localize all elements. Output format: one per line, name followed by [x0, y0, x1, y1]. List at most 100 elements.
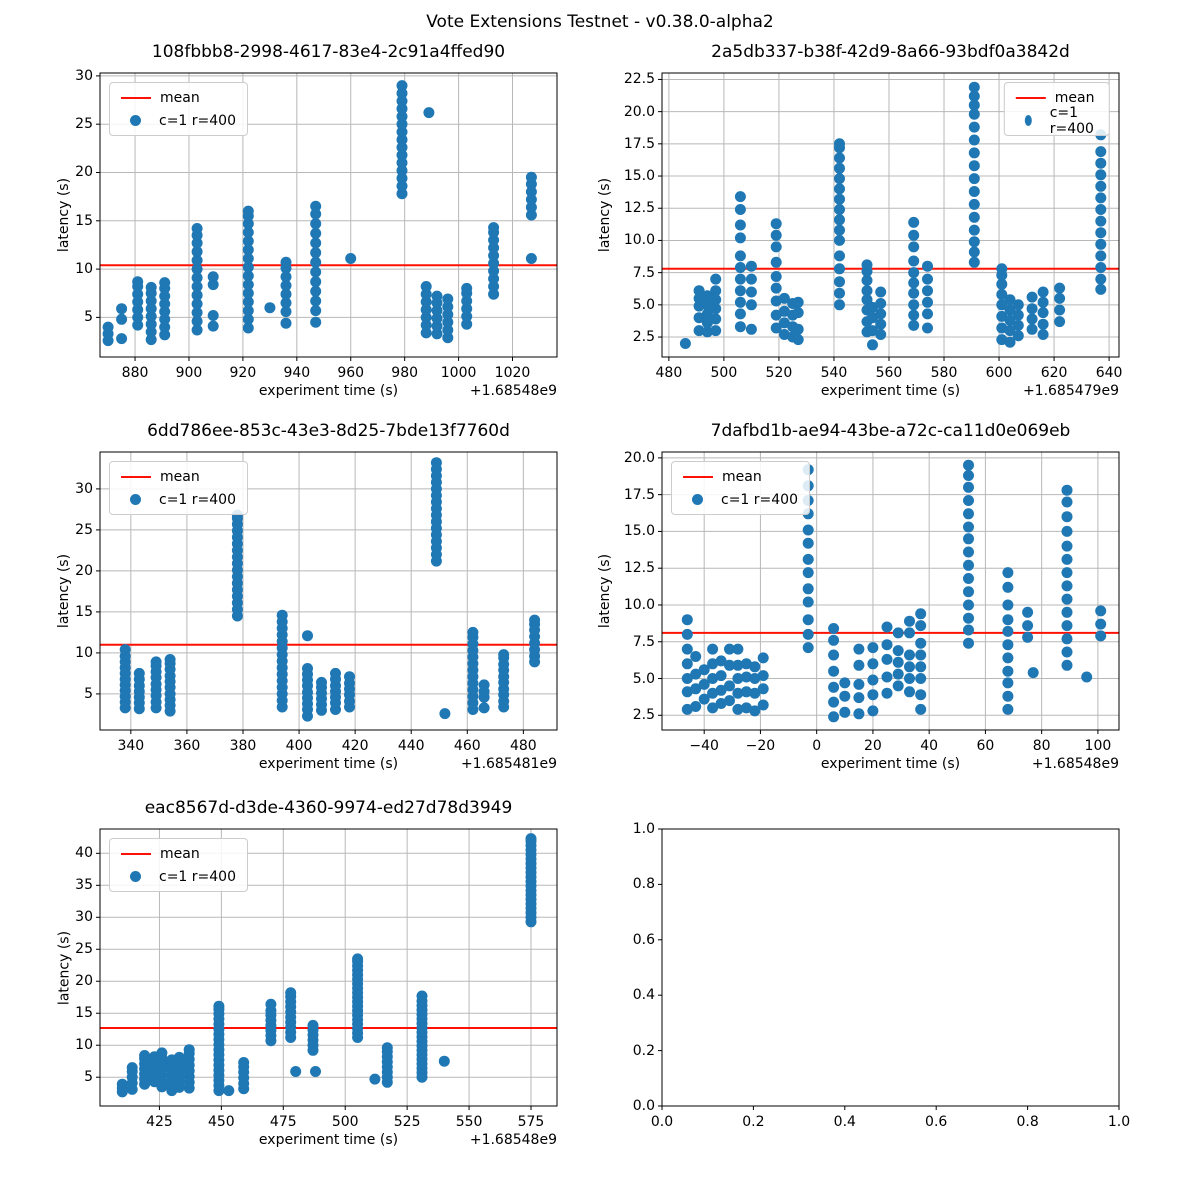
data-point — [1095, 250, 1107, 262]
data-point — [430, 457, 442, 469]
data-point — [1061, 646, 1073, 658]
data-point — [828, 623, 840, 634]
subplot-title: 2a5db337-b38f-42d9-8a66-93bdf0a3842d — [711, 42, 1070, 62]
data-point — [420, 327, 432, 339]
data-point — [698, 693, 710, 705]
data-point — [715, 670, 727, 682]
data-point — [1026, 291, 1038, 303]
data-point — [420, 311, 432, 323]
x-tick-label: 0.2 — [742, 1114, 765, 1130]
data-point — [710, 273, 722, 285]
data-point — [681, 658, 693, 670]
data-point — [1095, 273, 1107, 285]
data-point — [280, 256, 292, 268]
data-point — [892, 645, 904, 657]
data-point — [996, 299, 1008, 311]
x-tick-label: 80 — [1032, 738, 1051, 754]
data-point — [1022, 631, 1034, 643]
x-tick-label: 575 — [517, 1114, 545, 1130]
legend-entry: mean — [121, 844, 236, 863]
axes-border — [99, 828, 558, 1107]
data-point — [915, 689, 927, 701]
data-point — [963, 612, 974, 624]
y-tick-label: 22.5 — [623, 71, 655, 88]
y-tick-label: 5 — [84, 309, 93, 326]
data-point — [963, 559, 974, 571]
data-point — [834, 204, 845, 215]
x-tick-label: 600 — [985, 365, 1013, 381]
data-point — [996, 310, 1008, 322]
data-point — [525, 186, 537, 198]
data-point — [1061, 540, 1073, 552]
data-point — [904, 615, 915, 627]
data-point — [792, 296, 804, 308]
data-point — [145, 303, 157, 315]
data-point — [396, 180, 408, 192]
data-point — [396, 149, 408, 161]
data-point — [145, 318, 157, 330]
data-point — [802, 614, 814, 626]
data-point — [488, 265, 500, 277]
data-point — [681, 628, 693, 640]
data-point — [242, 305, 254, 317]
data-point — [915, 673, 927, 684]
x-tick-label: 0.4 — [833, 1114, 856, 1130]
data-point — [423, 107, 435, 119]
data-point — [420, 319, 432, 331]
data-point — [834, 193, 845, 205]
data-point — [1095, 605, 1107, 617]
x-tick-label: 0.0 — [650, 1114, 674, 1130]
data-point — [310, 200, 322, 212]
data-point — [285, 987, 297, 999]
legend: mean c=1 r=400 — [671, 461, 810, 515]
legend-dot-sample-icon — [692, 494, 703, 505]
y-tick-label: 17.5 — [623, 486, 655, 503]
data-point — [715, 698, 727, 709]
y-axis-label: latency (s) — [56, 177, 72, 253]
data-point — [963, 508, 974, 520]
subplot-title: eac8567d-d3de-4360-9974-ed27d78d3949 — [144, 798, 513, 818]
x-tick-label: 380 — [229, 738, 257, 754]
x-tick-label: 340 — [117, 738, 145, 754]
y-axis-label: latency (s) — [56, 930, 72, 1005]
data-point — [710, 303, 722, 315]
data-point — [996, 278, 1008, 290]
y-axis-label: latency (s) — [597, 553, 613, 629]
x-tick-label: 980 — [391, 365, 419, 381]
data-point — [963, 470, 974, 481]
x-tick-label: 60 — [976, 738, 995, 754]
data-point — [834, 234, 845, 246]
data-point — [724, 680, 735, 692]
data-point — [159, 321, 171, 333]
data-point — [732, 643, 744, 655]
data-point — [1037, 307, 1049, 319]
x-tick-label: −40 — [689, 738, 719, 754]
data-point — [132, 311, 144, 323]
data-point — [745, 323, 757, 335]
data-point — [1054, 282, 1066, 294]
data-point — [834, 162, 845, 174]
data-point — [734, 219, 746, 231]
axes-border — [661, 451, 1120, 731]
x-tick-label: 450 — [207, 1114, 235, 1130]
data-point — [1095, 215, 1107, 227]
data-point — [740, 671, 752, 683]
y-tick-label: 25 — [75, 116, 93, 133]
data-point — [488, 288, 500, 300]
data-point — [740, 658, 752, 670]
data-point — [679, 338, 691, 349]
data-point — [968, 236, 980, 248]
data-point — [1037, 329, 1049, 340]
y-tick-label: 0.2 — [632, 1042, 655, 1059]
data-point — [242, 218, 254, 230]
data-point — [191, 298, 203, 310]
data-point — [488, 242, 500, 254]
data-point — [904, 661, 915, 673]
data-point — [213, 1000, 225, 1012]
data-point — [461, 303, 473, 315]
data-point — [867, 689, 879, 701]
data-point — [191, 324, 203, 336]
data-point — [207, 271, 219, 283]
data-point — [698, 678, 710, 690]
